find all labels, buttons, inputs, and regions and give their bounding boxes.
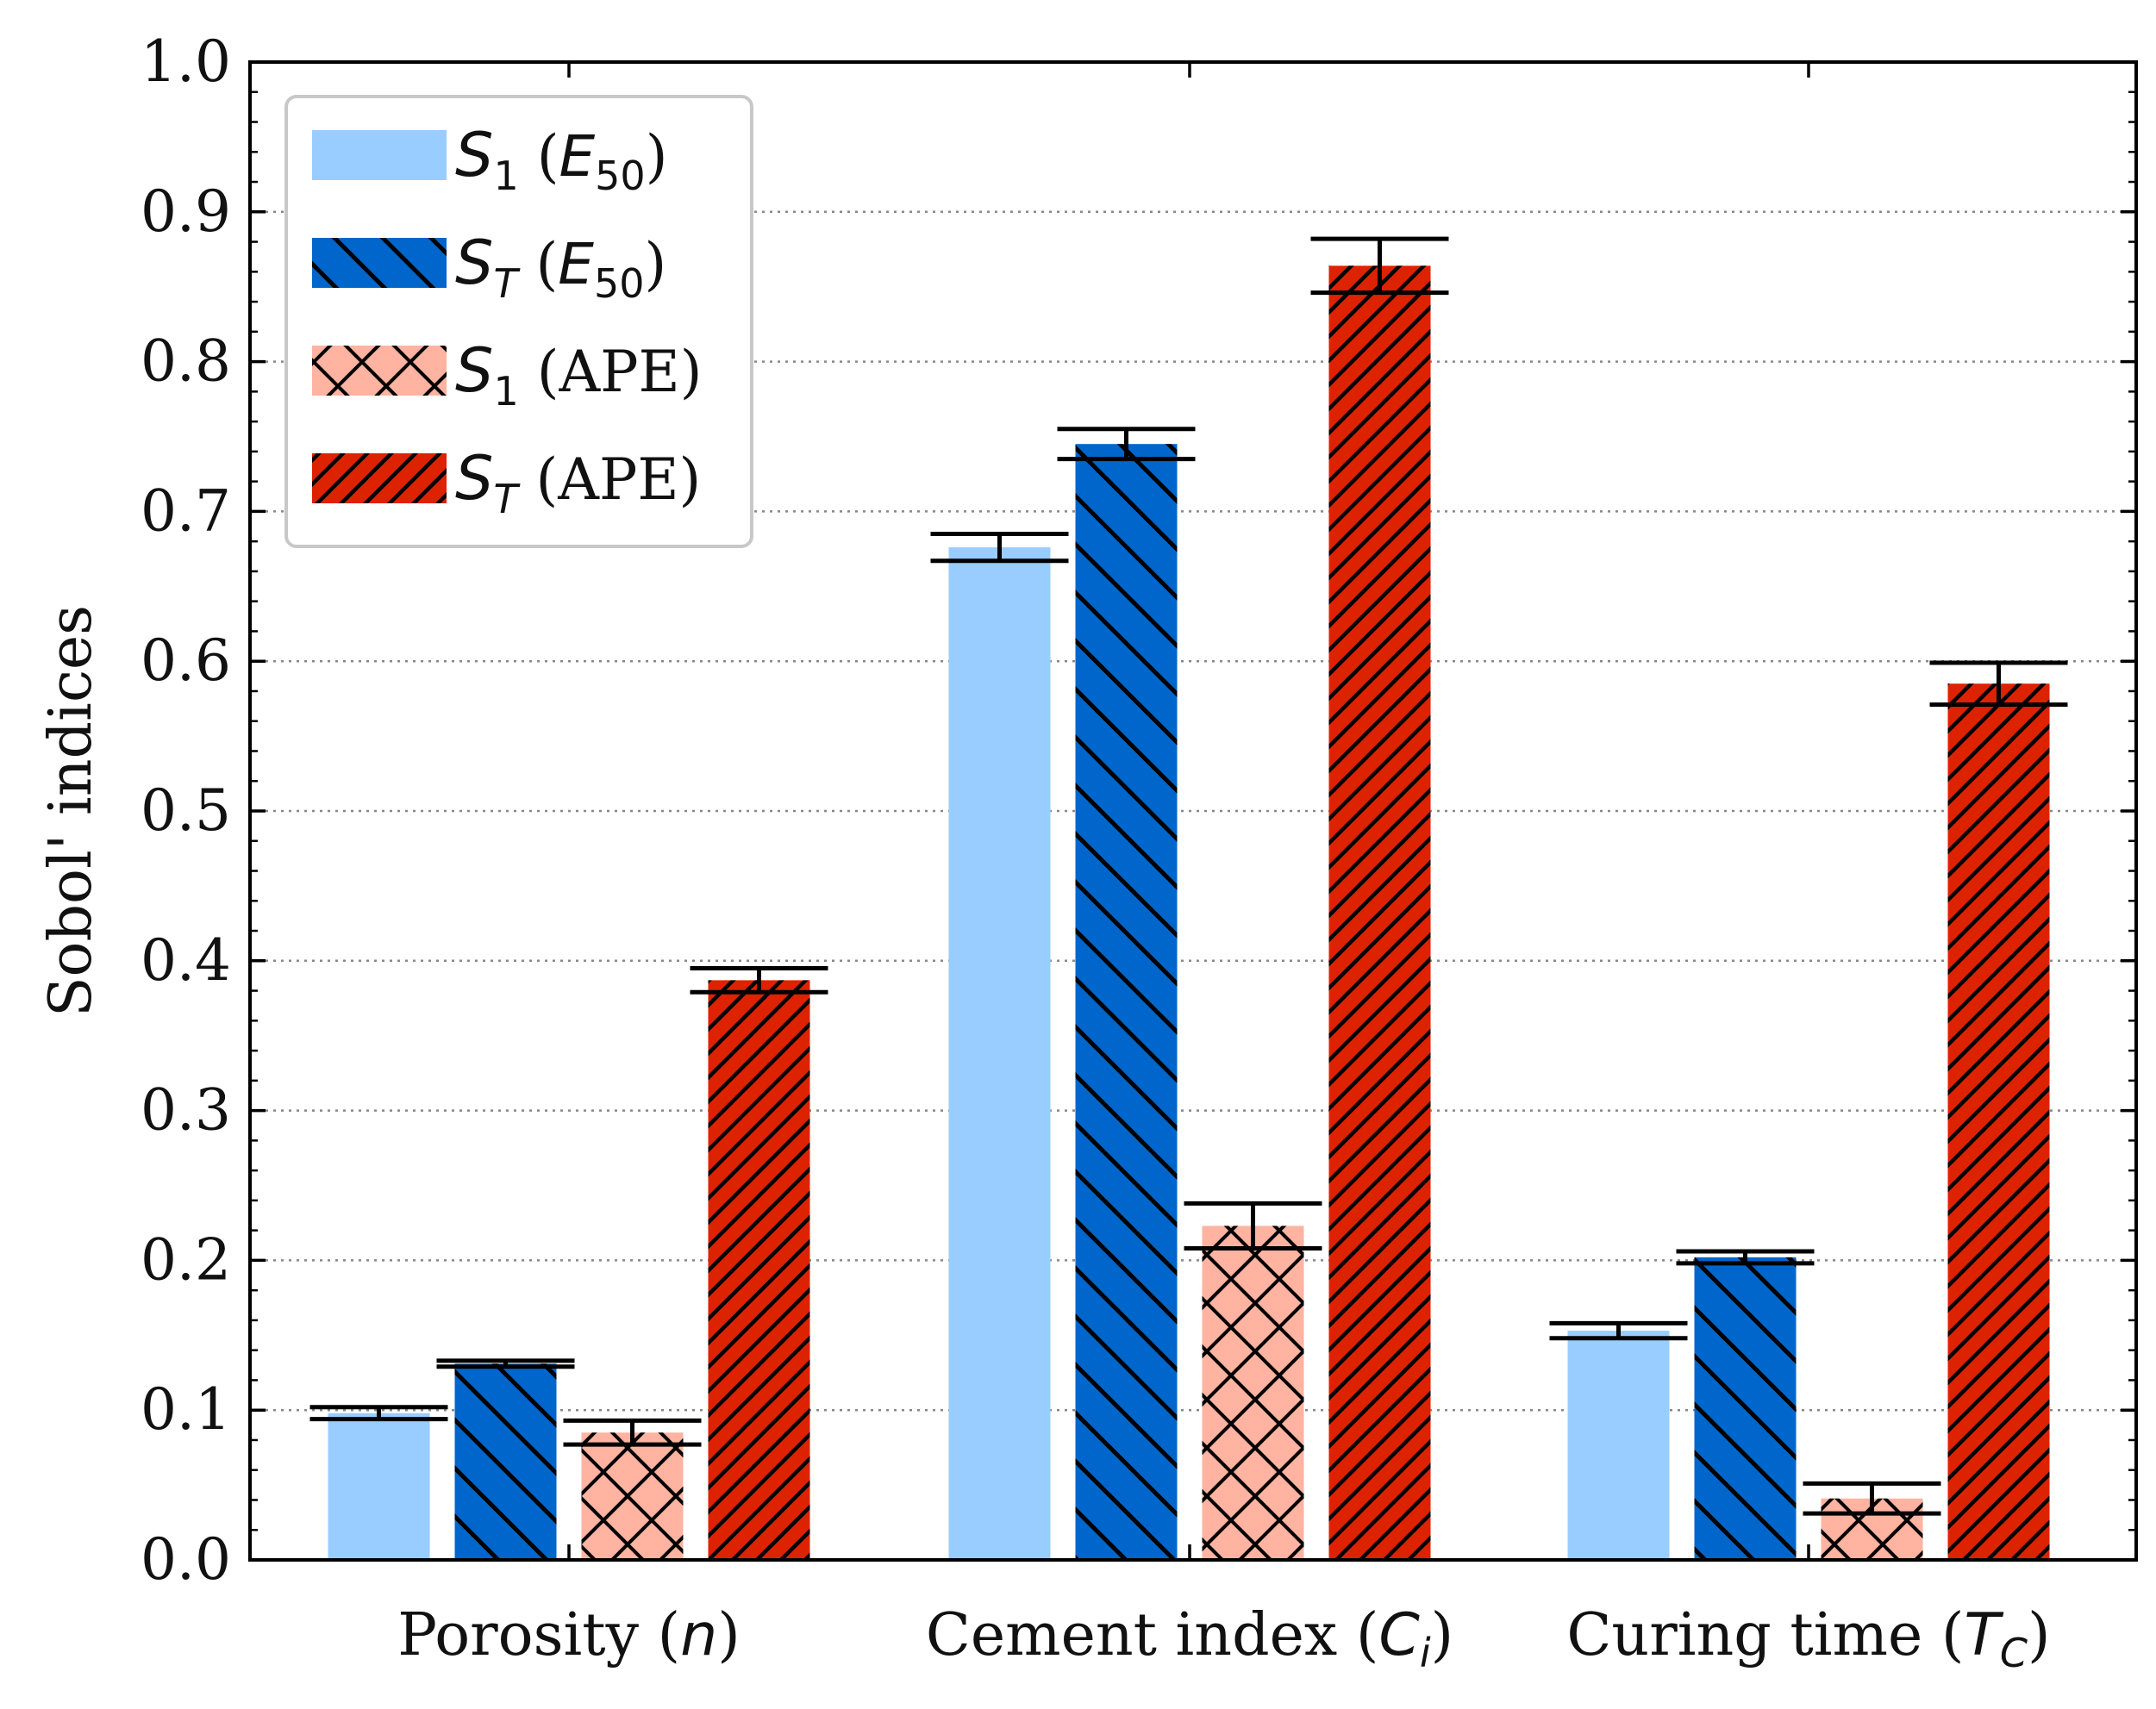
legend-label: ST (APE) xyxy=(455,443,701,522)
bar-hatch xyxy=(454,1363,557,1560)
y-tick-label: 1.0 xyxy=(141,28,231,95)
y-tick-label: 0.8 xyxy=(141,328,231,395)
legend-swatch xyxy=(312,130,447,180)
legend-box xyxy=(284,95,753,548)
legend-swatch-hatch xyxy=(312,453,447,503)
x-category-label: Porosity (n) xyxy=(397,1601,741,1669)
y-tick-label: 0.4 xyxy=(141,927,231,994)
y-tick-label: 0.6 xyxy=(141,627,231,694)
y-tick-label: 0.3 xyxy=(141,1077,231,1144)
bar-hatch xyxy=(1694,1257,1797,1560)
legend-label: S1 (APE) xyxy=(455,335,702,415)
bar-hatch xyxy=(708,980,810,1560)
legend-label: ST (E50) xyxy=(455,228,666,307)
bar-hatch xyxy=(1075,444,1178,1561)
legend-swatch-hatch xyxy=(312,346,447,396)
bars xyxy=(328,265,2050,1561)
bar-hatch xyxy=(1202,1226,1304,1560)
y-tick-label: 0.2 xyxy=(141,1226,231,1293)
legend: S1 (E50) ST (E50) S1 (APE) ST (APE) xyxy=(284,95,753,548)
y-tick-label: 0.7 xyxy=(141,477,231,544)
y-axis-title: Sobol' indices xyxy=(37,605,105,1017)
x-category-label: Curing time (TC) xyxy=(1566,1601,2050,1676)
error-bars xyxy=(309,236,2068,1516)
bar xyxy=(948,547,1051,1560)
y-tick-label: 0.5 xyxy=(141,777,231,844)
legend-label: S1 (E50) xyxy=(455,120,667,199)
bar-hatch xyxy=(1328,265,1431,1560)
bar-hatch xyxy=(1947,683,2050,1560)
axes: 0.0 0.1 0.2 0.3 0.4 0.5 0.6 0.7 0.8 0.9 1.0 Sobol' … xyxy=(37,28,2138,1676)
bar-hatch xyxy=(581,1432,684,1560)
y-tick-label: 0.0 xyxy=(141,1526,231,1593)
bar xyxy=(328,1413,430,1560)
bar xyxy=(1567,1331,1670,1560)
x-category-label: Cement index (Ci) xyxy=(926,1601,1453,1676)
y-tick-label: 0.1 xyxy=(141,1376,231,1443)
y-tick-label: 0.9 xyxy=(141,178,231,245)
legend-swatch-hatch xyxy=(312,238,447,288)
